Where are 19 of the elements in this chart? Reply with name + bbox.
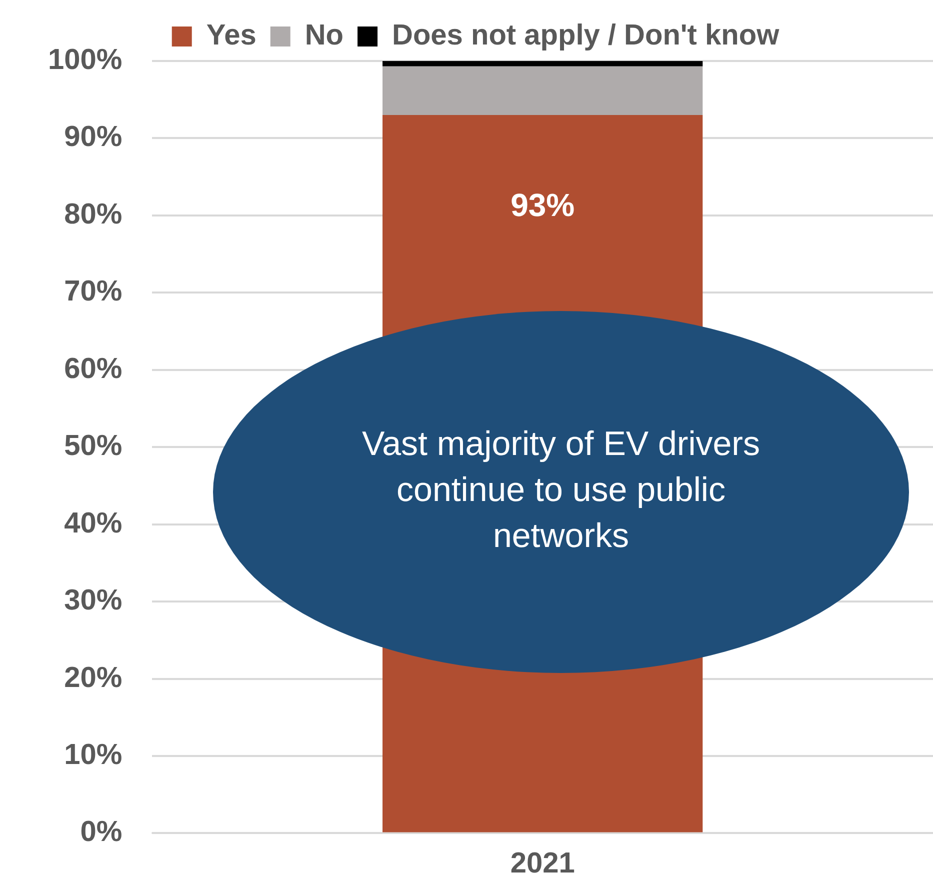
legend-label: No <box>304 20 344 52</box>
y-tick-label: 50% <box>64 430 122 462</box>
y-tick-label: 100% <box>48 44 122 76</box>
legend-label: Yes <box>206 20 256 52</box>
y-tick-label: 80% <box>64 198 122 230</box>
y-tick-label: 70% <box>64 276 122 308</box>
legend-label: Does not apply / Don't know <box>392 20 780 52</box>
y-tick-label: 0% <box>80 816 122 848</box>
y-tick-label: 30% <box>64 584 122 617</box>
y-tick-label: 20% <box>64 662 122 694</box>
data-label: 93% <box>510 186 575 223</box>
bar <box>382 66 703 116</box>
x-tick-label: 2021 <box>510 848 575 880</box>
y-tick-label: 10% <box>64 738 122 771</box>
bar <box>382 61 703 66</box>
annotation: Vast majority of EV drivers continue to use public networks <box>360 424 762 557</box>
y-tick-label: 90% <box>64 121 122 154</box>
y-tick-label: 60% <box>64 352 122 385</box>
y-tick-label: 40% <box>64 507 122 540</box>
